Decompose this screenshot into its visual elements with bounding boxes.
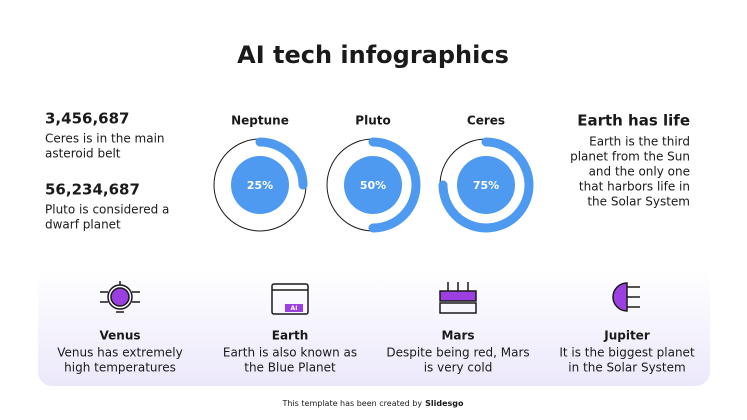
icon-earth: AI [271,283,309,315]
card-title: Mars [441,329,474,343]
text-line: It is the biggest planet [559,346,695,360]
gauge-arc [438,137,534,233]
card-title: Venus [100,329,141,343]
text-line: Venus has extremely [57,346,183,360]
title: AI tech infographics [237,41,509,69]
card-title: Earth [272,329,309,343]
icon-mars [439,282,477,314]
gauge-label: 75% [473,179,499,192]
text-line: Earth is the third [589,135,690,149]
text-line: that harbors life in [579,180,690,194]
text-line: Ceres is in the main [45,132,165,146]
text-line: Pluto is considered a [45,203,169,217]
text-line: the Blue Planet [244,361,336,375]
text-line: and the only one [589,165,690,179]
gauge-core [231,156,289,214]
text-line: the Solar System [587,195,690,209]
gauge-label: 50% [360,179,386,192]
gauge-name: Ceres [467,114,505,128]
gauge-core [457,156,515,214]
footer-brand: Slidesgo [425,399,464,408]
icon-label: AI [291,305,298,312]
text-line: high temperatures [64,361,176,375]
gauge-arc [368,137,421,233]
gauge-label: 25% [247,179,273,192]
footer-text: This template has been created by [282,399,423,408]
footer: This template has been created by Slidesg… [282,399,464,408]
text-line: Earth is also known as [223,346,357,360]
card-panel [38,268,710,386]
gauge-name: Pluto [355,114,390,128]
gauge-name: Neptune [231,114,289,128]
icon-venus [100,281,140,313]
stat-number: 56,234,687 [45,181,140,199]
stat-number: 3,456,687 [45,110,129,128]
gauge-core [344,156,402,214]
aside-title: Earth has life [577,112,690,130]
text-line: is very cold [424,361,493,375]
text-line: Despite being red, Mars [386,346,529,360]
text-line: asteroid belt [45,147,121,161]
icon-jupiter [612,282,640,312]
card-title: Jupiter [603,329,650,343]
text-line: planet from the Sun [570,150,690,164]
text-line: dwarf planet [45,218,121,232]
gauge-arc [255,137,308,190]
text-line: in the Solar System [568,361,685,375]
